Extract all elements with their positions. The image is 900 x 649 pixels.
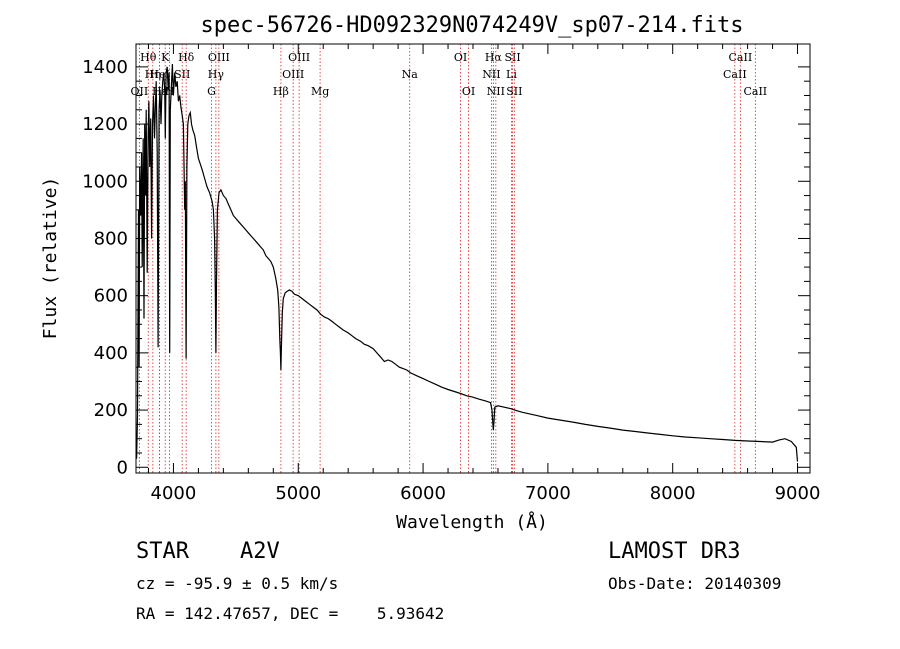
- line-marker-label: OIII: [208, 51, 230, 64]
- line-marker-label: SII: [174, 68, 190, 81]
- obs-date: Obs-Date: 20140309: [608, 574, 781, 593]
- y-tick-label: 1000: [82, 171, 128, 192]
- y-tick-label: 600: [94, 286, 128, 307]
- x-tick-label: 6000: [400, 483, 446, 504]
- line-marker-label: SII: [504, 51, 520, 64]
- line-marker-label: CaII: [729, 51, 753, 64]
- line-marker-label: HeI: [149, 68, 169, 81]
- object-class: STAR: [136, 539, 190, 564]
- line-marker-label: Mg: [311, 85, 329, 98]
- y-tick-label: 1200: [82, 114, 128, 135]
- line-marker-label: OI: [462, 85, 475, 98]
- axis-ticks: 4000 5000 6000 7000 8000 9000 0 200 400 600 800 100…: [82, 44, 820, 504]
- x-tick-label: 8000: [650, 483, 696, 504]
- x-tick-label: 4000: [151, 483, 197, 504]
- line-marker-label: Hα: [485, 51, 503, 64]
- y-tick-label: 200: [94, 400, 128, 421]
- y-tick-label: 800: [94, 228, 128, 249]
- line-marker-label: OII: [131, 85, 149, 98]
- x-axis-label: Wavelength (Å): [396, 511, 548, 533]
- line-marker-label: SII: [506, 85, 522, 98]
- y-tick-label: 0: [117, 457, 128, 478]
- x-tick-label: 9000: [775, 483, 821, 504]
- chart-title: spec-56726-HD092329N074249V_sp07-214.fit…: [200, 13, 743, 38]
- line-marker-label: Li: [506, 68, 517, 81]
- line-marker-label: CaII: [743, 85, 767, 98]
- line-marker-label: G: [207, 85, 216, 98]
- line-marker-label: NII: [482, 68, 500, 81]
- line-marker-label: CaII: [723, 68, 747, 81]
- y-axis-label: Flux (relative): [40, 177, 61, 340]
- line-marker-label: OIII: [282, 68, 304, 81]
- line-marker-label: Hδ: [178, 51, 195, 64]
- line-marker-label: OIII: [288, 51, 310, 64]
- line-marker-label: Hγ: [208, 68, 225, 81]
- x-tick-label: 7000: [525, 483, 571, 504]
- line-marker-label: Hβ: [273, 85, 289, 98]
- spectrum-line: [136, 63, 799, 462]
- line-marker-label: Hη: [145, 68, 161, 81]
- coordinates-text: RA = 142.47657, DEC = 5.93642: [136, 604, 444, 623]
- line-marker-label: NII: [487, 85, 505, 98]
- y-tick-label: 1400: [82, 57, 128, 78]
- line-marker-label: K: [161, 51, 170, 64]
- line-marker-label: Na: [402, 68, 419, 81]
- plot-frame: [135, 43, 811, 474]
- survey-name: LAMOST DR3: [608, 539, 740, 564]
- line-marker-label: OI: [454, 51, 467, 64]
- y-tick-label: 400: [94, 343, 128, 364]
- line-marker-label: Hθ: [140, 51, 157, 64]
- x-tick-label: 5000: [275, 483, 321, 504]
- redshift-text: cz = -95.9 ± 0.5 km/s: [136, 574, 338, 593]
- object-subclass: A2V: [240, 539, 280, 564]
